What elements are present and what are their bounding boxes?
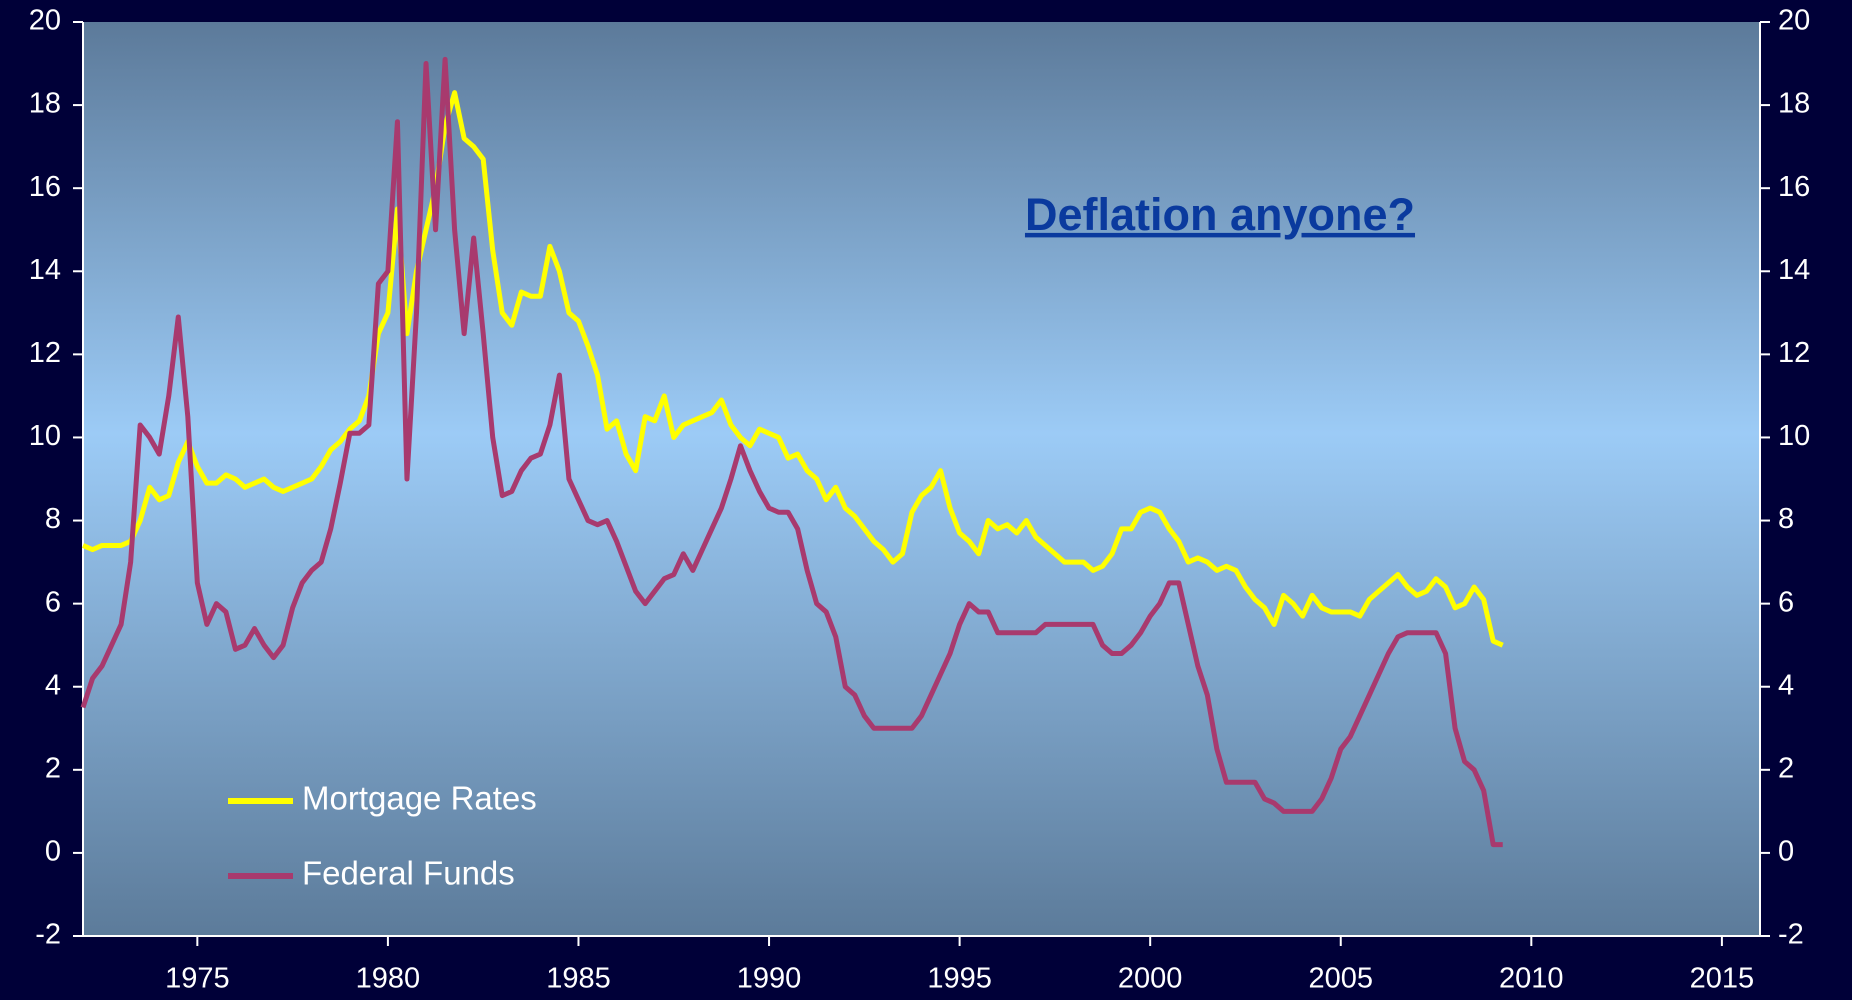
line-series	[80, 56, 1503, 848]
x-tick-label: 2015	[1690, 963, 1755, 995]
x-tick-label: 2000	[1118, 963, 1183, 995]
line-series	[82, 90, 1504, 648]
x-tick-label: 2005	[1308, 963, 1373, 995]
y-tick-label: -2	[35, 919, 61, 951]
y2-tick-label: 12	[1778, 337, 1810, 369]
x-tick-label: 1975	[165, 963, 230, 995]
y2-tick-label: 8	[1778, 503, 1794, 535]
y-tick-label: 8	[45, 503, 61, 535]
y2-tick-label: 0	[1778, 836, 1794, 868]
y-tick-label: 18	[29, 88, 61, 120]
y-tick-label: 6	[45, 586, 61, 618]
x-tick-label: 1995	[927, 963, 992, 995]
y-tick-label: 16	[29, 171, 61, 203]
y2-tick-label: -2	[1778, 919, 1804, 951]
y-tick-label: 14	[29, 254, 61, 286]
x-tick-label: 1985	[546, 963, 611, 995]
y-tick-label: 20	[29, 5, 61, 37]
y2-tick-label: 2	[1778, 752, 1794, 784]
y2-tick-label: 20	[1778, 5, 1810, 37]
y-tick-label: 0	[45, 836, 61, 868]
y2-tick-label: 4	[1778, 669, 1794, 701]
y-tick-label: 2	[45, 752, 61, 784]
annotation: Deflation anyone?	[1025, 189, 1415, 240]
x-tick-label: 1980	[356, 963, 421, 995]
legend-label: Mortgage Rates	[302, 780, 537, 817]
y-tick-label: 10	[29, 420, 61, 452]
y-tick-label: 4	[45, 669, 61, 701]
y2-tick-label: 10	[1778, 420, 1810, 452]
y-tick-label: 12	[29, 337, 61, 369]
legend-label: Federal Funds	[302, 855, 515, 892]
y2-tick-label: 18	[1778, 88, 1810, 120]
y2-tick-label: 6	[1778, 586, 1794, 618]
y2-tick-label: 16	[1778, 171, 1810, 203]
y2-tick-label: 14	[1778, 254, 1810, 286]
x-tick-label: 2010	[1499, 963, 1564, 995]
x-tick-label: 1990	[737, 963, 802, 995]
